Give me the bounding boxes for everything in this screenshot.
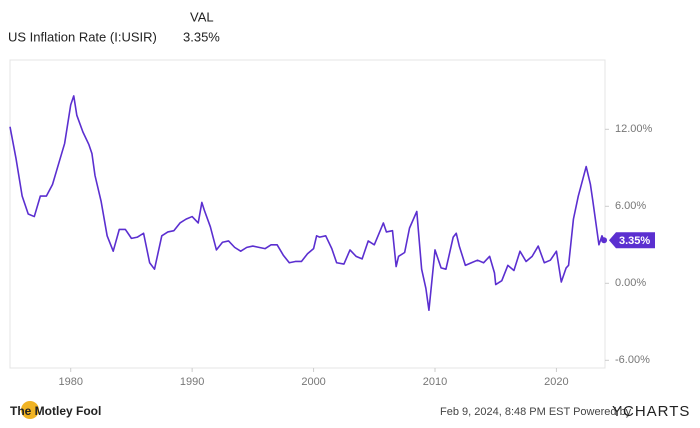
value-badge: [609, 232, 655, 249]
x-tick-label: 2000: [301, 376, 325, 388]
y-tick-label: -6.00%: [615, 354, 650, 366]
series-line: [9, 95, 605, 312]
brand: The Motley Fool: [10, 404, 101, 418]
y-tick-label: 6.00%: [615, 200, 646, 212]
x-tick-label: 1990: [180, 376, 204, 388]
legend-header: VAL: [190, 9, 214, 24]
legend-value: 3.35%: [183, 29, 220, 44]
x-tick-label: 1980: [58, 376, 82, 388]
timestamp: Feb 9, 2024, 8:48 PM EST Powered by: [440, 406, 632, 418]
last-point: [601, 237, 608, 244]
x-tick-label: 2020: [544, 376, 568, 388]
provider: YCHARTS: [612, 403, 690, 420]
value-badge-label: 3.35%: [619, 235, 650, 247]
y-tick-label: 0.00%: [615, 277, 646, 289]
legend-name: US Inflation Rate (I:USIR): [8, 29, 157, 44]
logo-icon: [21, 401, 39, 419]
y-tick-label: 12.00%: [615, 123, 653, 135]
plot-frame: [9, 59, 606, 369]
x-tick-label: 2010: [423, 376, 447, 388]
